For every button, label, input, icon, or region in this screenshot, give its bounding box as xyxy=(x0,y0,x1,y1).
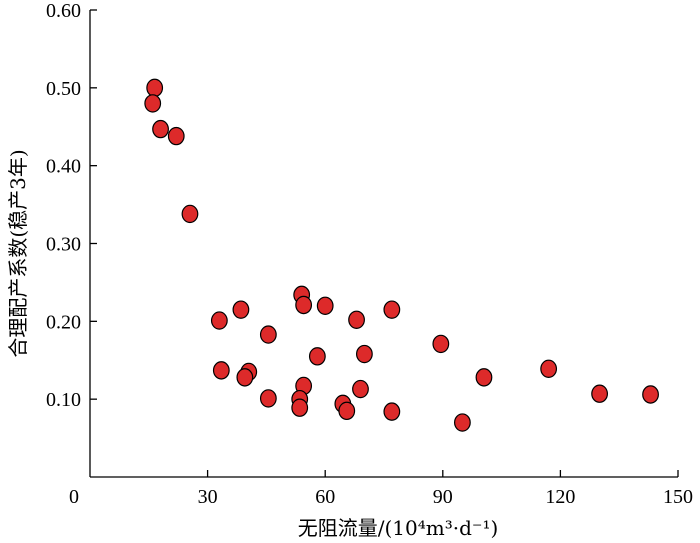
x-tick-label: 90 xyxy=(433,486,453,508)
data-point xyxy=(591,384,608,403)
x-tick-label: 120 xyxy=(545,486,575,508)
x-tick-label: 60 xyxy=(315,486,335,508)
data-point xyxy=(259,325,277,344)
data-point xyxy=(212,361,230,380)
y-tick-label: 0.50 xyxy=(46,78,81,100)
data-point xyxy=(259,389,277,408)
data-point xyxy=(291,398,309,417)
data-point xyxy=(642,385,659,404)
x-axis-title: 无阻流量/(10⁴m³·d⁻¹) xyxy=(298,516,499,540)
data-point xyxy=(146,78,164,98)
x-tick-label: 0 xyxy=(69,486,79,508)
data-point xyxy=(295,295,313,315)
y-tick-label: 0.40 xyxy=(46,156,81,178)
data-point xyxy=(181,204,199,224)
data-point xyxy=(540,359,558,379)
data-point xyxy=(432,334,450,354)
data-points xyxy=(144,78,659,432)
data-point xyxy=(316,296,334,315)
data-point xyxy=(152,119,169,139)
axes xyxy=(89,10,678,478)
y-tick-label: 0.30 xyxy=(46,234,81,256)
data-point xyxy=(308,347,326,366)
data-point xyxy=(383,300,401,319)
x-ticks: 0 30 60 90 120 150 xyxy=(69,470,693,508)
data-point xyxy=(236,368,254,387)
y-tick-label: 0.60 xyxy=(46,0,81,22)
x-tick-label: 150 xyxy=(663,486,693,508)
data-point xyxy=(475,368,493,387)
data-point xyxy=(210,311,228,330)
data-point xyxy=(338,401,356,421)
data-point xyxy=(167,126,185,146)
data-point xyxy=(232,300,250,319)
data-point xyxy=(144,94,162,113)
y-tick-label: 0.10 xyxy=(46,389,81,411)
y-ticks: 0.10 0.20 0.30 0.40 0.50 0.60 xyxy=(46,0,97,411)
y-tick-label: 0.20 xyxy=(46,311,81,333)
x-tick-label: 30 xyxy=(198,486,218,508)
data-point xyxy=(348,310,365,329)
data-point xyxy=(383,402,401,421)
data-point xyxy=(352,379,369,399)
y-axis-title: 合理配产系数(稳产3年) xyxy=(6,149,30,357)
data-point xyxy=(356,344,373,364)
data-point xyxy=(454,413,471,432)
